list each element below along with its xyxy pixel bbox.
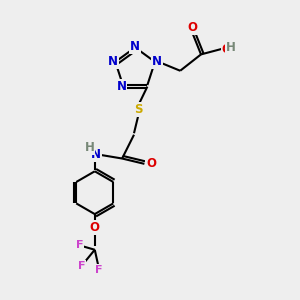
Text: N: N xyxy=(108,55,118,68)
Text: F: F xyxy=(95,265,103,275)
Text: O: O xyxy=(222,43,232,56)
Text: H: H xyxy=(226,41,236,54)
Text: N: N xyxy=(116,80,126,93)
Text: N: N xyxy=(130,40,140,53)
Text: F: F xyxy=(76,240,83,250)
Text: F: F xyxy=(78,261,85,271)
Text: S: S xyxy=(134,103,143,116)
Text: N: N xyxy=(91,148,101,161)
Text: O: O xyxy=(90,221,100,234)
Text: N: N xyxy=(152,55,162,68)
Text: O: O xyxy=(188,21,198,34)
Text: H: H xyxy=(85,141,94,154)
Text: O: O xyxy=(146,158,156,170)
